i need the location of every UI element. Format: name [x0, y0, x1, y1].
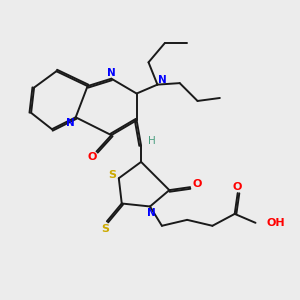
Text: S: S [108, 170, 116, 180]
Text: N: N [107, 68, 116, 78]
Text: N: N [66, 118, 75, 128]
Text: H: H [148, 136, 155, 146]
Text: S: S [101, 224, 110, 234]
Text: O: O [233, 182, 242, 192]
Text: N: N [147, 208, 156, 218]
Text: N: N [158, 75, 166, 85]
Text: OH: OH [267, 218, 285, 228]
Text: O: O [87, 152, 97, 162]
Text: O: O [193, 179, 202, 189]
